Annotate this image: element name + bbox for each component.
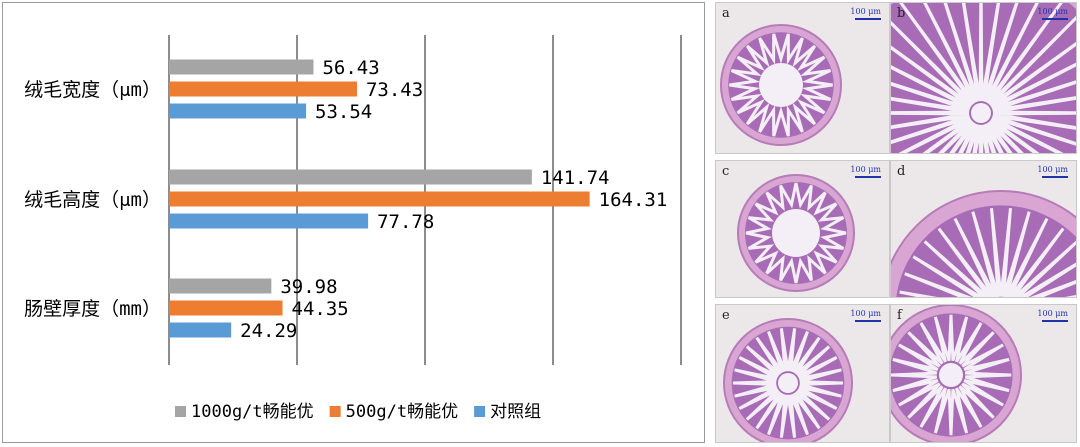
legend-entry: 500g/t畅能优: [346, 402, 458, 422]
bar: [169, 103, 307, 119]
bar: [169, 278, 272, 294]
villus-gaps: [899, 208, 1076, 297]
category-label: 肠壁厚度（mm）: [24, 298, 161, 320]
data-label: 56.43: [322, 57, 379, 79]
data-label: 39.98: [280, 276, 337, 298]
lumen: [759, 63, 803, 107]
data-label: 141.74: [541, 167, 610, 189]
scale-bar: [855, 320, 881, 322]
scale-bar: [1042, 18, 1068, 20]
micrograph-letter: e: [722, 308, 730, 323]
legend-entry: 对照组: [490, 402, 541, 422]
micrograph-c: c 100 μm: [715, 160, 890, 298]
micrograph-b-image: [891, 3, 1076, 153]
bar: [169, 322, 232, 338]
scale-bar-label: 100 μm: [850, 7, 881, 16]
micrograph-letter: d: [897, 164, 906, 179]
category-label: 绒毛高度（μm）: [24, 189, 161, 211]
data-label: 44.35: [292, 298, 349, 320]
lumen: [971, 103, 991, 123]
micrograph-letter: a: [722, 6, 730, 21]
bar: [169, 59, 314, 75]
mucosa: [891, 3, 1076, 153]
lumen: [778, 373, 798, 393]
bar: [169, 300, 283, 316]
lumen: [772, 209, 820, 257]
lumen: [939, 363, 963, 387]
data-label: 164.31: [599, 189, 668, 211]
micrograph-f-image: [891, 305, 1022, 442]
villus-gaps: [732, 328, 844, 438]
scale-bar: [855, 18, 881, 20]
scale-bar: [1042, 320, 1068, 322]
scale-bar-label: 100 μm: [1037, 309, 1068, 318]
micrograph-a-image: [720, 24, 842, 146]
legend-swatch: [474, 406, 486, 417]
legend-swatch: [329, 406, 341, 417]
legend-swatch: [175, 406, 186, 417]
villus-gaps: [891, 314, 1012, 436]
bar: [169, 81, 357, 97]
micrograph-d-image: [891, 190, 1076, 297]
bar: [169, 191, 590, 207]
micrograph-panel: a 100 μm b 100 μm c 100 μm d 100 μm e 10…: [713, 2, 1077, 443]
micrograph-c-image: [737, 174, 855, 292]
scale-bar-label: 100 μm: [850, 309, 881, 318]
data-label: 73.43: [366, 79, 423, 101]
data-label: 53.54: [315, 101, 372, 123]
bar: [169, 169, 532, 185]
scale-bar-label: 100 μm: [850, 165, 881, 174]
villus-gaps: [745, 182, 847, 284]
legend-entry: 1000g/t畅能优: [191, 402, 314, 422]
villus-gaps: [891, 3, 1076, 153]
micrograph-e: e 100 μm: [715, 304, 890, 443]
micrograph-letter: f: [897, 308, 902, 323]
micrograph-f: f 100 μm: [890, 304, 1077, 443]
villus-gaps: [729, 33, 833, 137]
data-label: 24.29: [240, 320, 297, 342]
micrograph-b: b 100 μm: [890, 2, 1077, 154]
chart-panel: 绒毛宽度（μm） 56.43 73.43 53.54 绒毛高度（μm） 141.74 164…: [2, 2, 705, 443]
micrograph-letter: b: [897, 6, 906, 21]
scale-bar: [1042, 176, 1068, 178]
scale-bar-label: 100 μm: [1037, 7, 1068, 16]
micrograph-a: a 100 μm: [715, 2, 890, 154]
micrograph-e-image: [723, 318, 853, 442]
scale-bar-label: 100 μm: [1037, 165, 1068, 174]
bar: [169, 213, 369, 229]
micrograph-d: d 100 μm: [890, 160, 1077, 298]
category-label: 绒毛宽度（μm）: [24, 79, 161, 101]
micrograph-letter: c: [722, 164, 730, 179]
scale-bar: [855, 176, 881, 178]
data-label: 77.78: [377, 211, 434, 233]
